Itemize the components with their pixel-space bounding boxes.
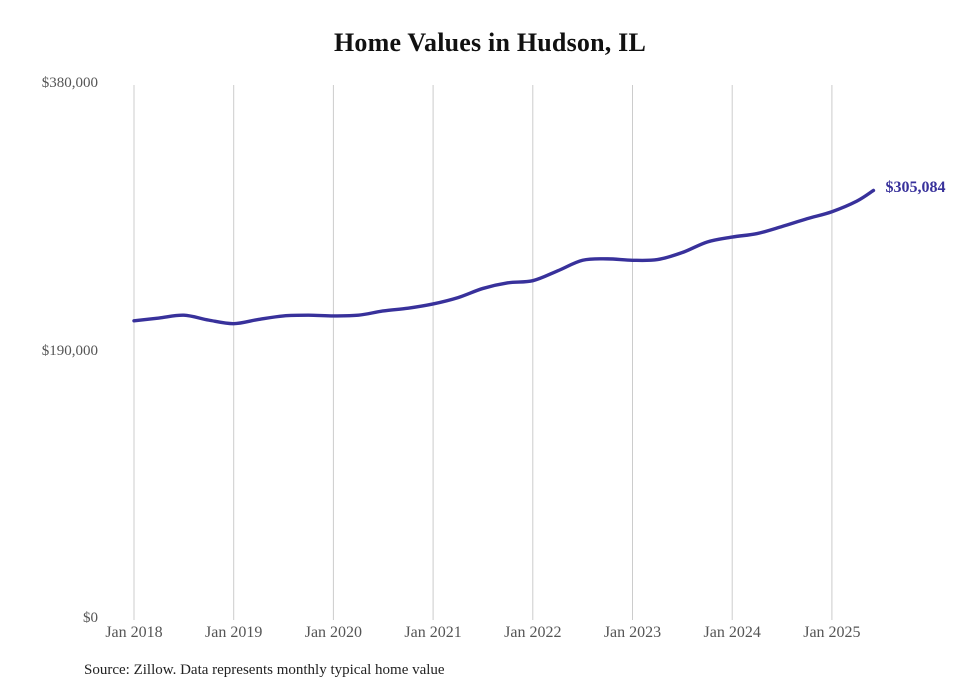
- x-axis-tick-label: Jan 2022: [504, 624, 562, 641]
- x-axis-tick-label: Jan 2020: [304, 624, 363, 641]
- chart-title: Home Values in Hudson, IL: [333, 28, 647, 57]
- x-axis-tick-label: Jan 2023: [603, 624, 662, 641]
- y-axis-tick-label: $190,000: [41, 342, 98, 359]
- x-axis-tick-label: Jan 2018: [105, 624, 163, 641]
- data-series-group: [132, 188, 876, 326]
- x-axis-tick-label: Jan 2025: [803, 624, 861, 641]
- x-axis-tick-label: Jan 2019: [205, 624, 263, 641]
- series-line: [132, 188, 876, 326]
- x-axis-tick-label: Jan 2024: [703, 624, 761, 641]
- end-value-annotation: $305,084: [885, 179, 946, 197]
- y-axis-tick-label: $0: [83, 610, 98, 626]
- source-note: Source: Zillow. Data represents monthly …: [84, 662, 445, 678]
- x-axis-tick-label: Jan 2021: [404, 624, 462, 641]
- y-axis-tick-label: $380,000: [41, 75, 98, 91]
- gridlines-group: [133, 85, 833, 620]
